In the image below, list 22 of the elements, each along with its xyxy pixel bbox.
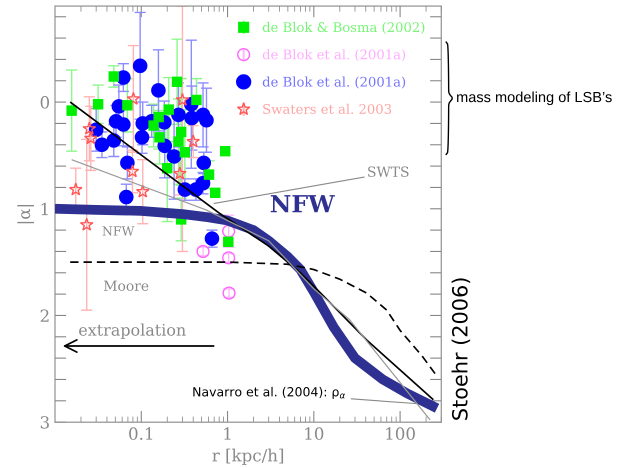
annotation: Moore bbox=[104, 280, 148, 291]
y-axis-title: |α| bbox=[17, 205, 34, 224]
y-tick-label: 2 bbox=[40, 309, 49, 322]
annotation: Navarro et al. (2004): ρ$_{α}$ bbox=[193, 386, 346, 399]
x-tick-label: 0.1 bbox=[129, 427, 152, 440]
y-tick-label: 1 bbox=[42, 202, 48, 216]
y-tick-label: 3 bbox=[40, 416, 49, 429]
x-tick-label: 10 bbox=[305, 427, 324, 440]
x-tick-label: 1 bbox=[224, 427, 230, 440]
text: Stoehr (2006) bbox=[452, 278, 470, 420]
legend-label: de Blok et al. (2001a) bbox=[262, 76, 406, 89]
legend-label: de Blok et al. (2001a) bbox=[262, 49, 406, 62]
annotation: SWTS bbox=[368, 166, 409, 177]
x-tick-label: 100 bbox=[386, 427, 415, 440]
legend-label: de Blok & Bosma (2002) bbox=[262, 22, 424, 34]
annotation: NFW bbox=[270, 195, 335, 212]
x-axis-title: r [kpc/h] bbox=[212, 448, 284, 465]
annotation: NFW bbox=[102, 226, 134, 236]
text: mass modeling of LSB’s bbox=[457, 91, 612, 106]
annotation: extrapolation bbox=[79, 323, 186, 339]
legend-label: Swaters et al. 2003 bbox=[263, 104, 392, 114]
y-tick-label: 0 bbox=[40, 96, 50, 109]
